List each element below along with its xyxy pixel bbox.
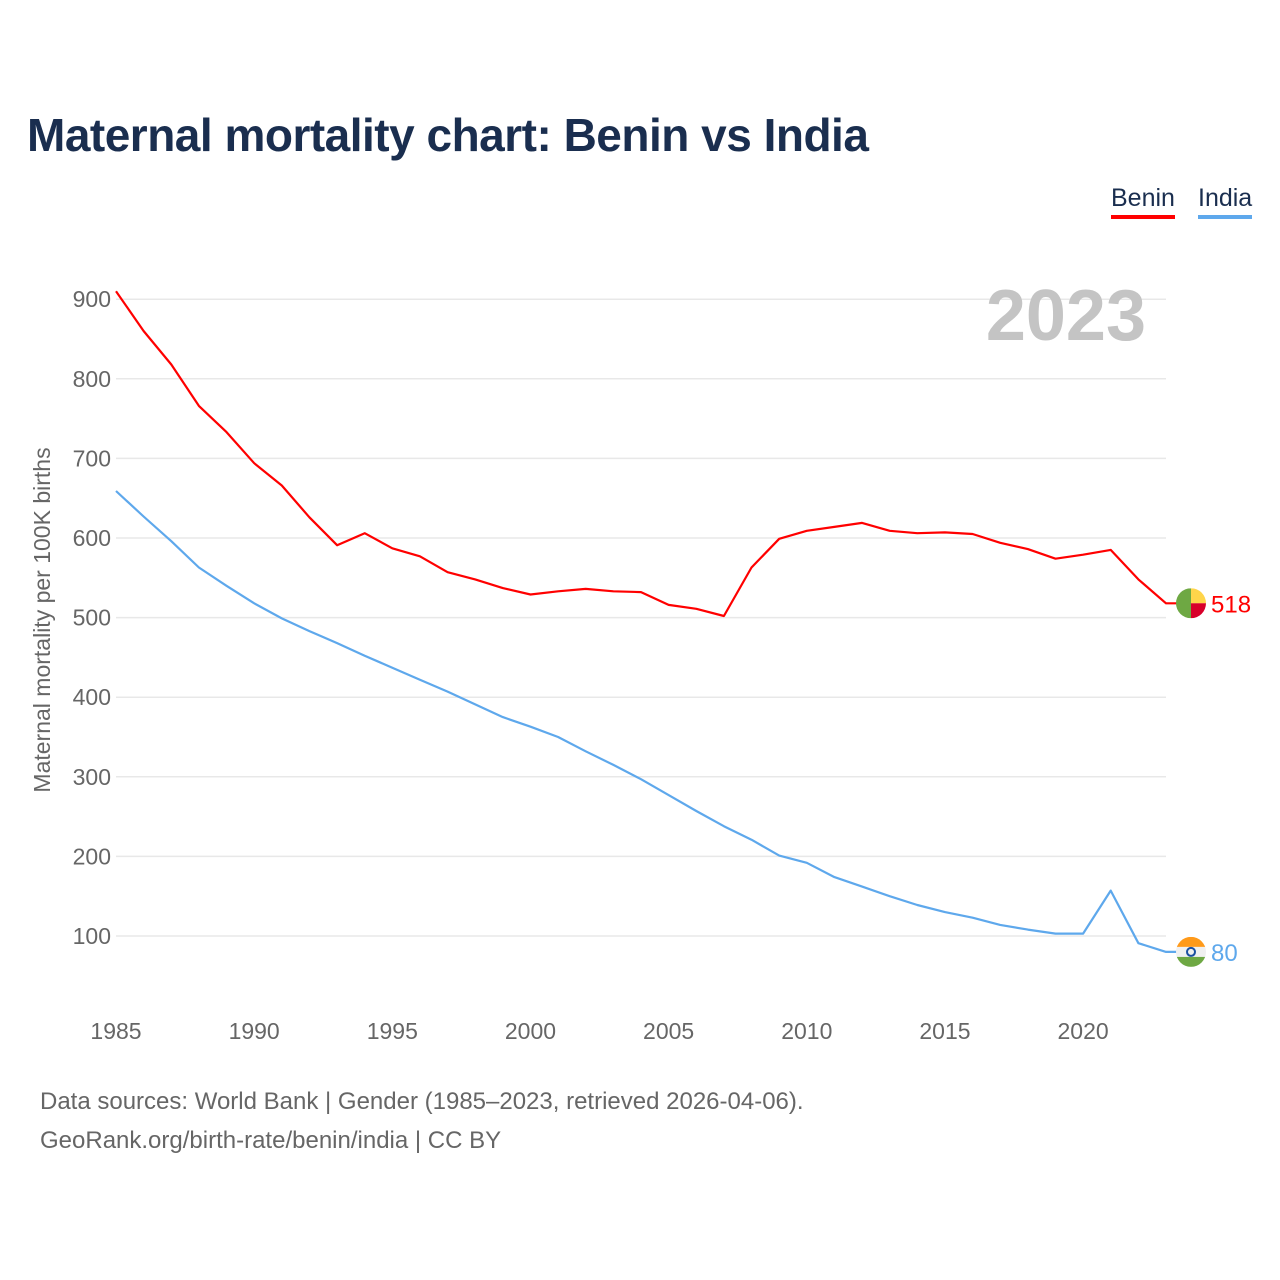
legend-india[interactable]: India bbox=[1198, 184, 1253, 219]
y-tick-label: 300 bbox=[73, 764, 111, 790]
y-tick-label: 900 bbox=[73, 286, 111, 312]
flag-benin-icon bbox=[1176, 588, 1206, 619]
x-tick-label: 2005 bbox=[643, 1018, 694, 1044]
series-line-india bbox=[115, 490, 1180, 954]
credit-link[interactable]: GeoRank.org/birth-rate/benin/india | CC … bbox=[40, 1127, 502, 1154]
end-label-india: 80 bbox=[1211, 940, 1238, 967]
x-tick-label: 2015 bbox=[919, 1018, 970, 1044]
x-tick-label: 1995 bbox=[367, 1018, 418, 1044]
end-label-benin: 518 bbox=[1211, 591, 1251, 618]
flag-india-icon bbox=[1176, 936, 1206, 967]
y-tick-label: 400 bbox=[73, 684, 111, 710]
x-tick-label: 1990 bbox=[229, 1018, 280, 1044]
data-sources: Data sources: World Bank | Gender (1985–… bbox=[40, 1088, 804, 1115]
x-tick-label: 2010 bbox=[781, 1018, 832, 1044]
legend-benin[interactable]: Benin bbox=[1111, 184, 1175, 219]
x-tick-label: 1985 bbox=[90, 1018, 141, 1044]
y-tick-label: 500 bbox=[73, 605, 111, 631]
chart-title: Maternal mortality chart: Benin vs India bbox=[27, 109, 869, 161]
y-tick-label: 700 bbox=[73, 445, 111, 471]
y-axis-label: Maternal mortality per 100K births bbox=[29, 447, 55, 792]
x-tick-label: 2020 bbox=[1058, 1018, 1109, 1044]
y-tick-label: 800 bbox=[73, 366, 111, 392]
series-line-benin bbox=[115, 290, 1180, 618]
y-tick-label: 100 bbox=[73, 923, 111, 949]
x-tick-label: 2000 bbox=[505, 1018, 556, 1044]
y-tick-label: 600 bbox=[73, 525, 111, 551]
y-tick-label: 200 bbox=[73, 843, 111, 869]
year-watermark: 2023 bbox=[986, 276, 1146, 356]
